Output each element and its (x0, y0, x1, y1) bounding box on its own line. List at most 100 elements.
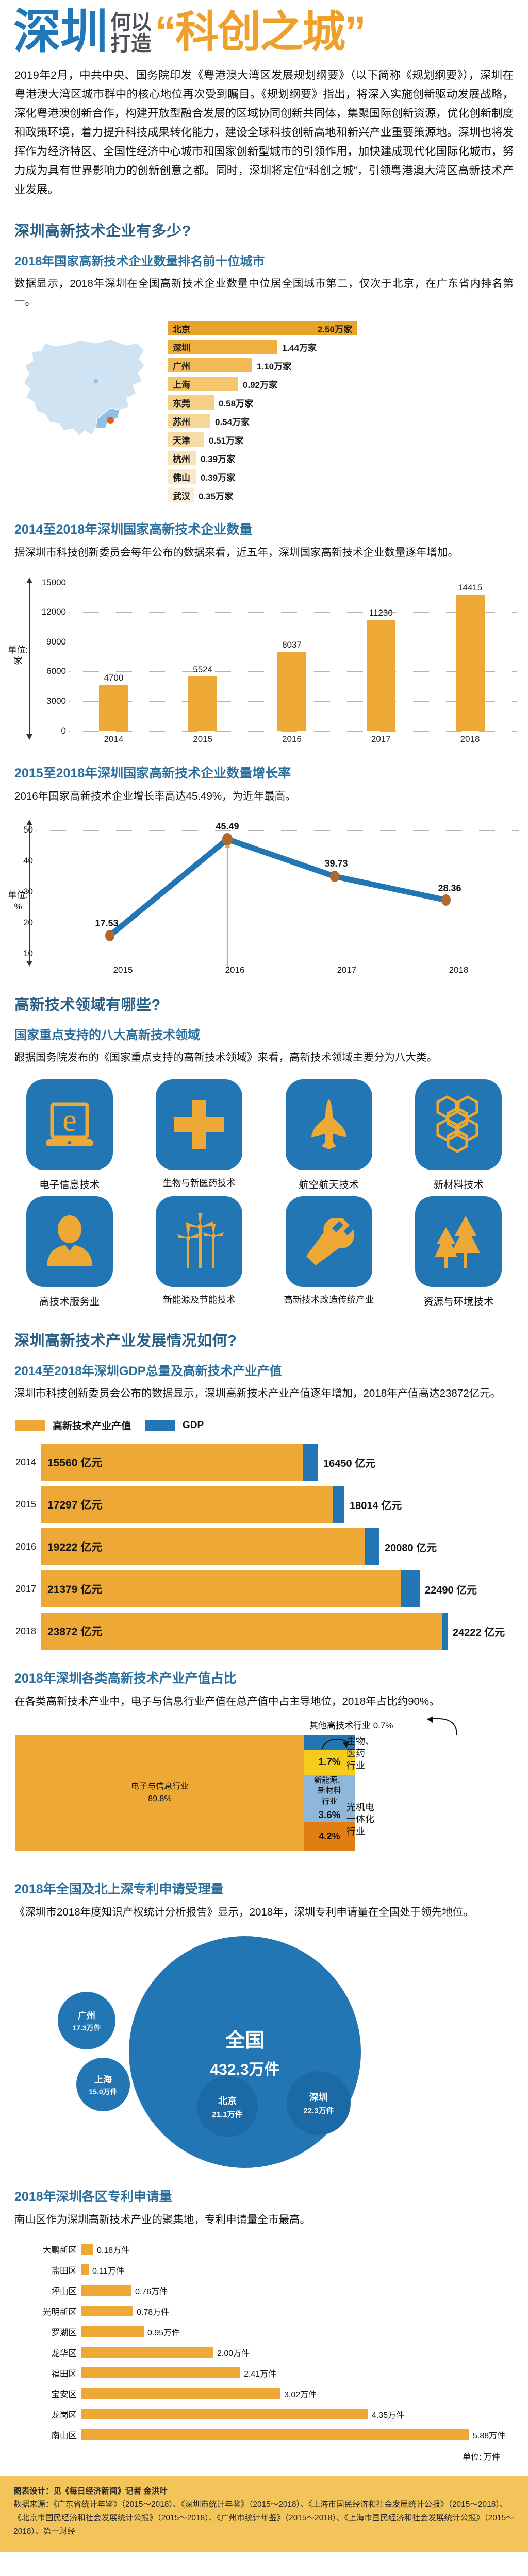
district-value: 2.00万件 (217, 2349, 250, 2358)
rank-city-value: 0.35万家 (199, 491, 234, 501)
curved-arrow-bio-icon (321, 1738, 349, 1750)
china-map-icon (23, 338, 145, 436)
rank-city-name: 上海 (173, 380, 190, 390)
district-value: 0.11万件 (92, 2266, 124, 2276)
bubble-value: 21.1万件 (212, 2110, 243, 2119)
lchart-ytick: 50 (23, 825, 33, 835)
field-item: 高新技术改造传统产业 (271, 1196, 387, 1308)
rocket-icon (311, 1099, 346, 1150)
district-name: 宝安区 (51, 2389, 77, 2399)
bar (99, 684, 128, 731)
district-unit-label: 单位: 万件 (463, 2452, 500, 2462)
map-marker-shenzhen (107, 416, 114, 424)
gdp-total-bar (365, 1528, 380, 1566)
district-name: 盐田区 (51, 2266, 77, 2276)
gdp-row-bars: 19222 亿元 (41, 1528, 380, 1566)
gdp-row-year: 2015 (15, 1499, 36, 1510)
table-row: 龙华区 2.00万件 (13, 2344, 518, 2361)
gdp-row-year: 2014 (15, 1456, 36, 1467)
gdp-total-label: 24222 亿元 (453, 1626, 505, 1638)
prop-main-value: 89.8% (148, 1794, 172, 1803)
gdp-hitech-bar: 15560 亿元 (41, 1444, 303, 1481)
footer-designer: 图表设计：见《每日经济新闻》记者 金洪叶 (13, 2486, 168, 2496)
field-tile (415, 1196, 502, 1287)
field-item: 新材料技术 (401, 1079, 517, 1191)
table-row: 2017 21379 亿元 22490 亿元 (14, 1570, 519, 1608)
field-tile (26, 1196, 113, 1287)
district-value: 3.02万件 (284, 2390, 317, 2399)
rank-city-value: 0.58万家 (219, 398, 254, 409)
wrench-icon (306, 1218, 354, 1266)
vchart-y-unit: 单位: 家 (8, 645, 28, 666)
footer-credits: 图表设计：见《每日经济新闻》记者 金洪叶 数据来源：《广东省统计年鉴》（2015… (0, 2475, 528, 2552)
rank-city-value: 0.39万家 (201, 472, 236, 483)
list-item: 佛山 0.39万家 (168, 469, 516, 485)
bar-group: 11230 (343, 583, 419, 731)
vchart-axis-line (29, 582, 30, 737)
gdp-chart-legend: 高新技术产业产值 GDP (0, 1403, 528, 1432)
lchart-x-labels: 2015 2016 2017 2018 (67, 965, 515, 975)
section1-paragraph: 数据显示，2018年深圳在全国高新技术企业数量中位居全国城市第二，仅次于北京，在… (14, 278, 514, 308)
lchart-ytick: 30 (23, 887, 33, 897)
medical-cross-icon (174, 1100, 224, 1150)
section6-paragraph: 在各类高新技术产业中，电子与信息行业产值在总产值中占主导地位，2018年占比约9… (14, 1696, 440, 1708)
title-highlight: “科创之城” (155, 8, 366, 56)
vchart-ytick: 3000 (46, 696, 66, 706)
person-icon (46, 1215, 92, 1267)
rank-city-name: 佛山 (173, 472, 190, 483)
svg-text:e: e (62, 1103, 77, 1138)
prop-column: 电子与信息行业 89.8% 1.7% 新能源、 新材料 行业 3.6% 4.2% (15, 1735, 519, 1851)
field-label: 航空航天技术 (299, 1179, 359, 1191)
title-middle-line1: 何以 (110, 11, 152, 34)
arrow-down-icon (26, 734, 32, 740)
bubble-label: 北京 (218, 2095, 237, 2106)
section1-question: 深圳高新技术企业有多少? (14, 223, 191, 240)
vchart-xtick: 2015 (193, 734, 213, 744)
district-value: 2.41万件 (244, 2369, 277, 2379)
lchart-xtick: 2016 (225, 965, 245, 975)
bubble-beijing: 北京 21.1万件 (197, 2076, 258, 2137)
section4-subtitle: 国家重点支持的八大高新技术领域 (14, 1028, 200, 1043)
line-point-label: 17.53 (95, 918, 119, 929)
bar (366, 619, 395, 731)
rank-city-value: 0.92万家 (243, 380, 278, 390)
table-row: 2018 23872 亿元 24222 亿元 (14, 1613, 519, 1650)
rank-city-name: 广州 (173, 361, 190, 371)
gdp-row-year: 2018 (15, 1625, 36, 1636)
arrow-down-icon (26, 961, 32, 967)
rank-city-name: 武汉 (173, 491, 190, 501)
section5-paragraph: 深圳市科技创新委员会公布的数据显示，深圳高新技术产业产值逐年增加，2018年产值… (14, 1387, 501, 1400)
gdp-total-label: 16450 亿元 (323, 1458, 376, 1469)
bar-group: 5524 (165, 583, 241, 731)
section6-subtitle: 2018年深圳各类高新技术产业产值占比 (14, 1671, 237, 1686)
intro-paragraph: 2019年2月，中共中央、国务院印发《粤港澳大湾区发展规划纲要》（以下简称《规划… (14, 69, 514, 196)
table-row: 2016 19222 亿元 20080 亿元 (14, 1528, 519, 1566)
section8-subtitle: 2018年深圳各区专利申请量 (14, 2189, 172, 2204)
list-item: 北京 2.50万家 (168, 320, 516, 336)
vchart-ytick: 6000 (46, 666, 66, 676)
rank-city-value: 0.39万家 (201, 454, 236, 464)
section7-paragraph: 《深圳市2018年度知识产权统计分析报告》显示，2018年，深圳专利申请量在全国… (14, 1906, 474, 1918)
eight-fields-grid: e 电子信息技术 生物与新医药技术 (0, 1067, 528, 1308)
section1-subtitle: 2018年国家高新技术企业数量排名前十位城市 (14, 255, 265, 269)
gdp-total-bar (401, 1570, 420, 1608)
bar (455, 594, 485, 731)
vchart-ytick: 0 (61, 725, 66, 736)
vchart-xtick: 2018 (460, 734, 480, 744)
honeycomb-icon (436, 1095, 478, 1154)
table-row: 2015 17297 亿元 18014 亿元 (14, 1486, 519, 1523)
prop-segment-electronics: 电子与信息行业 89.8% (15, 1735, 304, 1851)
prop-small-segments: 1.7% 新能源、 新材料 行业 3.6% 4.2% (304, 1735, 355, 1851)
legend-swatch-gdp (145, 1420, 176, 1431)
district-value: 5.88万件 (473, 2431, 506, 2441)
curved-arrow-icon (426, 1716, 457, 1735)
lchart-xtick: 2015 (113, 965, 133, 975)
district-value: 0.95万件 (147, 2328, 180, 2337)
lchart-axis-line (29, 825, 30, 963)
footer-sources: 数据来源：《广东省统计年鉴》（2015～2018）、《深圳市统计年鉴》（2015… (13, 2500, 514, 2536)
field-label: 电子信息技术 (39, 1179, 100, 1191)
district-patent-chart: 大鹏新区 0.18万件 盐田区 0.11万件 坪山区 0.76万件 光明新区 0… (0, 2229, 528, 2462)
line-point-label: 28.36 (438, 883, 461, 894)
vchart-ytick: 12000 (41, 607, 66, 617)
lchart-ytick: 20 (23, 918, 33, 928)
